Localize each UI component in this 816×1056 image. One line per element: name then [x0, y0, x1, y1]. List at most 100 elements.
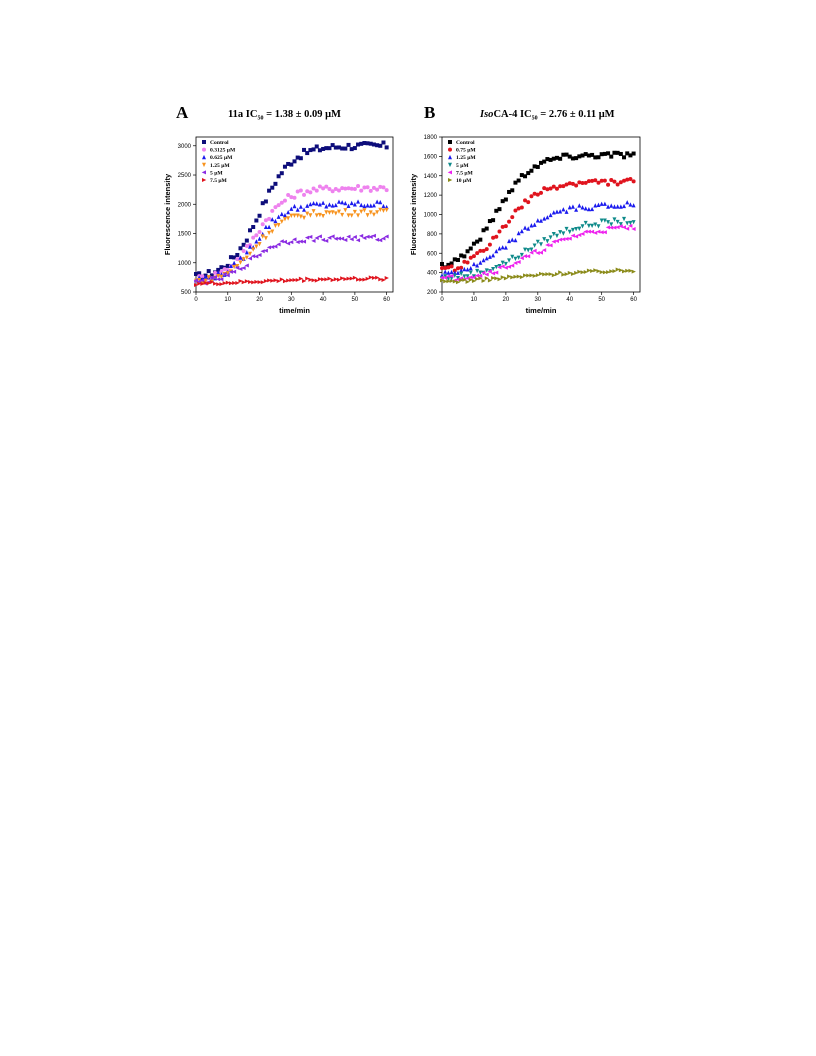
data-point — [465, 260, 470, 265]
data-point — [311, 201, 316, 206]
data-point — [551, 210, 556, 215]
data-point — [455, 270, 460, 275]
data-point — [503, 261, 508, 267]
data-point — [545, 272, 550, 277]
data-point — [362, 208, 367, 213]
data-point — [503, 265, 508, 270]
data-point — [228, 281, 234, 286]
data-point — [279, 219, 284, 224]
data-point — [384, 276, 389, 281]
data-point — [592, 230, 598, 235]
data-point — [216, 267, 221, 272]
series-3 — [194, 199, 389, 283]
data-point — [465, 249, 470, 254]
data-point — [596, 202, 601, 207]
legend-label: 7.5 μM — [456, 170, 474, 176]
data-point — [599, 270, 604, 275]
data-point — [567, 154, 572, 159]
data-point — [455, 257, 460, 262]
data-point — [327, 186, 332, 191]
data-point — [570, 204, 575, 209]
y-tick-label: 2000 — [178, 202, 192, 208]
data-point — [330, 203, 335, 208]
data-point — [356, 183, 361, 188]
data-point — [475, 276, 480, 281]
data-point — [289, 195, 294, 200]
data-point — [494, 234, 499, 239]
data-point — [526, 273, 531, 278]
data-point — [535, 251, 540, 256]
data-point — [622, 178, 627, 183]
data-point — [500, 224, 505, 229]
data-point — [564, 272, 569, 277]
data-point — [612, 179, 617, 184]
data-point — [507, 238, 512, 244]
data-point — [628, 176, 633, 181]
data-point — [513, 180, 518, 185]
data-point — [532, 243, 537, 248]
data-point — [471, 279, 477, 284]
data-point — [558, 156, 563, 161]
data-point — [561, 272, 566, 277]
data-point — [615, 204, 620, 209]
data-point — [612, 204, 617, 209]
data-point — [459, 278, 464, 283]
legend-label: 0.75 μM — [456, 148, 476, 154]
data-point — [558, 209, 563, 214]
data-point — [295, 189, 300, 194]
data-point — [209, 275, 214, 280]
data-point — [305, 203, 310, 208]
data-point — [484, 226, 489, 231]
data-point — [270, 278, 275, 283]
data-point — [548, 157, 553, 162]
data-point — [605, 225, 611, 230]
data-point — [478, 270, 483, 275]
data-point — [295, 240, 300, 245]
data-point — [314, 188, 319, 193]
x-tick-label: 40 — [566, 297, 573, 303]
data-point — [356, 213, 361, 218]
data-point — [507, 274, 512, 279]
data-point — [216, 282, 221, 287]
data-point — [443, 274, 448, 279]
legend-label: 0.3125 μM — [210, 148, 236, 154]
title-italic-part: Iso — [479, 109, 493, 120]
data-point — [590, 178, 595, 183]
data-point — [333, 202, 338, 208]
data-point — [484, 268, 489, 273]
data-point — [235, 257, 240, 262]
data-point — [321, 186, 326, 191]
data-point — [615, 182, 620, 187]
data-point — [474, 273, 480, 278]
data-point — [519, 252, 524, 258]
data-point — [358, 233, 364, 238]
data-point — [468, 246, 473, 251]
data-point — [343, 186, 348, 191]
data-point — [446, 274, 451, 279]
data-point — [564, 209, 569, 214]
data-point — [270, 217, 275, 222]
data-point — [506, 264, 512, 269]
data-point — [330, 210, 335, 215]
data-point — [336, 277, 342, 282]
data-point — [494, 276, 499, 281]
data-point — [452, 273, 457, 278]
data-point — [481, 270, 486, 275]
data-point — [471, 261, 476, 267]
data-point — [314, 213, 319, 218]
data-point — [618, 204, 623, 209]
data-point — [519, 173, 524, 178]
data-point — [292, 159, 297, 164]
data-point — [349, 186, 354, 191]
data-point — [577, 180, 582, 185]
data-point — [235, 280, 240, 285]
data-point — [254, 244, 259, 249]
data-point — [455, 277, 460, 282]
data-point — [561, 207, 566, 212]
data-point — [308, 213, 313, 218]
data-point — [298, 239, 303, 244]
y-tick-label: 1400 — [424, 174, 438, 180]
x-tick-label: 0 — [194, 297, 198, 303]
data-point — [507, 219, 512, 224]
data-point — [522, 254, 528, 259]
